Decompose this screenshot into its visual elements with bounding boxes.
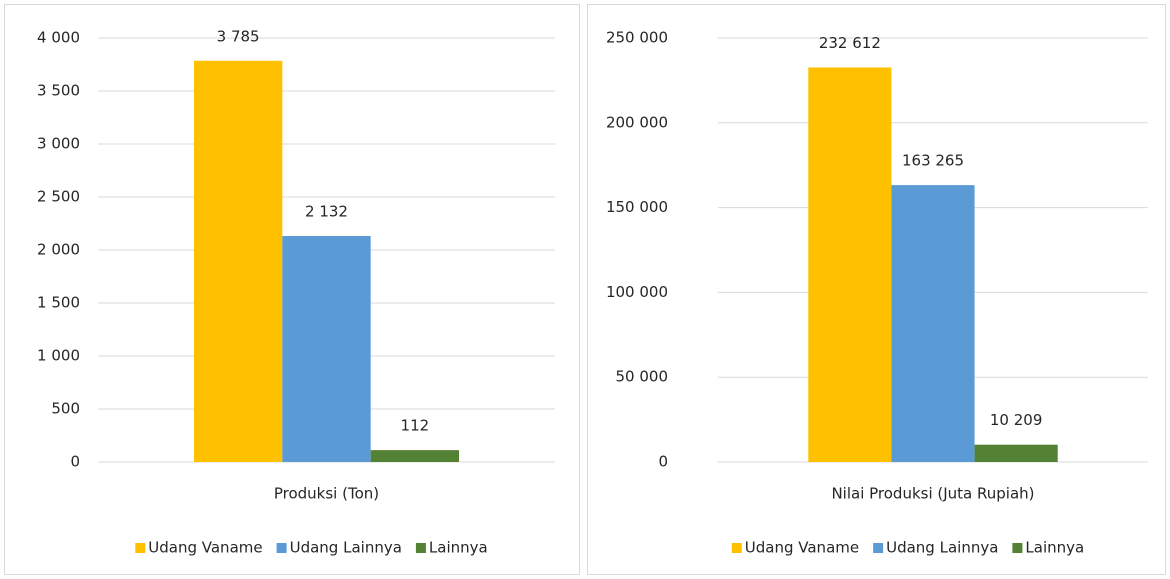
legend-label: Udang Vaname xyxy=(745,539,859,557)
legend-swatch xyxy=(276,543,287,553)
y-tick-label: 3 000 xyxy=(37,135,80,153)
legend-swatch xyxy=(1012,543,1023,553)
bar xyxy=(891,185,975,463)
y-tick-label: 1 000 xyxy=(37,347,80,365)
y-tick-label: 100 000 xyxy=(606,283,668,301)
value-label: 3 785 xyxy=(217,27,260,45)
value-label: 10 209 xyxy=(990,411,1043,429)
x-tick-label: Produksi (Ton) xyxy=(274,485,379,503)
legend-swatch xyxy=(135,543,146,553)
legend-swatch xyxy=(731,543,742,553)
legend-label: Udang Lainnya xyxy=(886,539,998,557)
legend-label: Udang Lainnya xyxy=(290,539,402,557)
y-tick-label: 4 000 xyxy=(37,29,80,47)
legend-label: Lainnya xyxy=(429,539,488,557)
y-tick-label: 50 000 xyxy=(616,368,669,386)
legend-label: Lainnya xyxy=(1025,539,1084,557)
x-tick-label: Nilai Produksi (Juta Rupiah) xyxy=(831,485,1034,503)
y-tick-label: 500 xyxy=(51,400,80,418)
value-label: 163 265 xyxy=(902,152,964,170)
bar xyxy=(974,444,1058,462)
y-tick-label: 200 000 xyxy=(606,113,668,131)
legend-label: Udang Vaname xyxy=(148,539,262,557)
y-tick-label: 3 500 xyxy=(37,82,80,100)
legend-swatch xyxy=(873,543,884,553)
value-label: 2 132 xyxy=(305,203,348,221)
y-tick-label: 2 500 xyxy=(37,188,80,206)
y-tick-label: 250 000 xyxy=(606,29,668,47)
bar xyxy=(370,450,460,462)
y-tick-label: 0 xyxy=(70,453,80,471)
y-tick-label: 1 500 xyxy=(37,294,80,312)
value-label: 232 612 xyxy=(819,34,881,52)
bar xyxy=(282,236,371,462)
bar xyxy=(808,67,892,462)
value-label: 112 xyxy=(401,417,430,435)
y-tick-label: 2 000 xyxy=(37,241,80,259)
legend-swatch xyxy=(415,543,426,553)
bar xyxy=(193,60,283,462)
y-tick-label: 150 000 xyxy=(606,198,668,216)
y-tick-label: 0 xyxy=(658,453,668,471)
